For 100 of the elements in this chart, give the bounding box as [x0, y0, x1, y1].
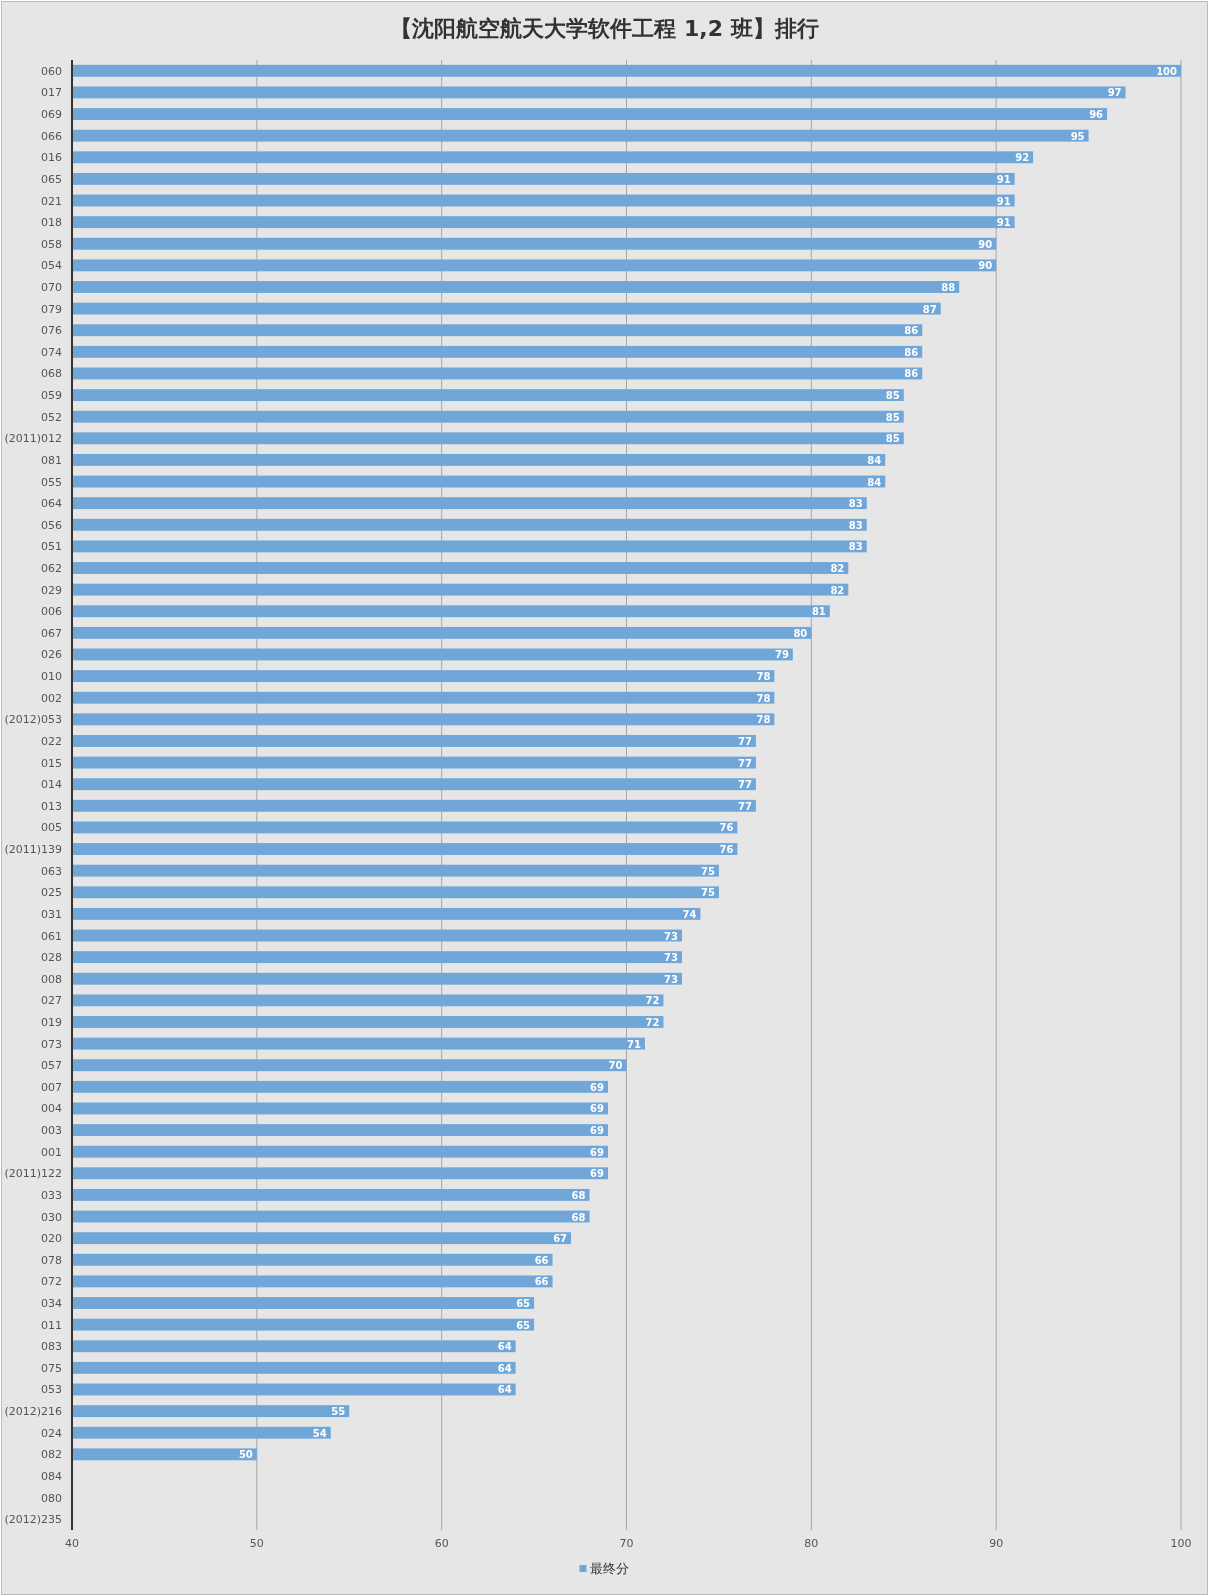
- data-label: 64: [497, 1384, 512, 1396]
- y-tick-label: 028: [41, 951, 62, 965]
- data-label: 78: [756, 714, 771, 726]
- data-label: 92: [1015, 152, 1030, 164]
- y-tick-label: 020: [41, 1232, 62, 1246]
- data-label: 82: [830, 563, 845, 575]
- y-tick-label: 059: [41, 389, 62, 403]
- y-tick-label: 024: [41, 1426, 62, 1440]
- y-tick-label: 081: [41, 453, 62, 467]
- y-tick-label: 060: [41, 64, 62, 78]
- y-tick-label: 010: [41, 670, 62, 684]
- y-tick-label: 026: [41, 648, 62, 662]
- y-tick-label: 074: [41, 345, 62, 359]
- data-label: 79: [774, 649, 789, 661]
- y-tick-label: 068: [41, 367, 62, 381]
- data-label: 54: [312, 1427, 327, 1439]
- data-label: 83: [848, 519, 863, 531]
- data-label: 85: [885, 411, 900, 423]
- data-label: 50: [238, 1449, 253, 1461]
- data-label: 97: [1107, 87, 1122, 99]
- y-tick-label: 076: [41, 324, 62, 338]
- y-tick-label: 006: [41, 605, 62, 619]
- y-tick-label: 021: [41, 194, 62, 208]
- y-tick-label: 079: [41, 302, 62, 316]
- data-label: 77: [737, 735, 752, 747]
- y-tick-label: 034: [41, 1297, 62, 1311]
- y-tick-label: 061: [41, 929, 62, 943]
- y-tick-label: 063: [41, 864, 62, 878]
- data-label: 69: [590, 1168, 605, 1180]
- data-label: 86: [904, 368, 919, 380]
- y-tick-label: 054: [41, 259, 62, 273]
- y-tick-label: 083: [41, 1340, 62, 1354]
- y-tick-label: 033: [41, 1188, 62, 1202]
- y-tick-label: 003: [41, 1124, 62, 1138]
- data-label: 86: [904, 325, 919, 337]
- data-label: 78: [756, 671, 771, 683]
- y-tick-label: 069: [41, 108, 62, 122]
- y-tick-label: 084: [41, 1469, 62, 1483]
- data-label: 77: [737, 757, 752, 769]
- data-label: 72: [645, 995, 660, 1007]
- data-label: 76: [719, 844, 734, 856]
- data-label: 85: [885, 390, 900, 402]
- data-label: 100: [1156, 65, 1178, 77]
- y-tick-label: 018: [41, 216, 62, 230]
- data-label: 91: [996, 173, 1011, 185]
- data-label: 73: [664, 930, 678, 942]
- y-tick-label: 080: [41, 1491, 62, 1505]
- y-tick-label: 004: [41, 1102, 62, 1116]
- y-tick-label: 062: [41, 562, 62, 576]
- data-label: 68: [571, 1211, 586, 1223]
- data-label: 65: [516, 1298, 531, 1310]
- y-tick-label: 082: [41, 1448, 62, 1462]
- data-label: 69: [590, 1125, 605, 1137]
- data-label: 69: [590, 1146, 605, 1158]
- y-tick-label: 008: [41, 972, 62, 986]
- y-tick-label: 017: [41, 86, 62, 100]
- y-tick-label: 066: [41, 129, 62, 143]
- x-tick-label: 100: [1170, 1537, 1192, 1550]
- data-label: 69: [590, 1103, 605, 1115]
- y-tick-label: 064: [41, 497, 62, 511]
- legend-label: 最终分: [589, 1561, 629, 1576]
- data-label: 91: [996, 217, 1011, 229]
- data-label: 65: [516, 1319, 531, 1331]
- data-label: 78: [756, 692, 771, 704]
- y-tick-label: 002: [41, 691, 62, 705]
- y-tick-label: 019: [41, 1015, 62, 1029]
- y-tick-label: 057: [41, 1059, 62, 1073]
- y-tick-label: 072: [41, 1275, 62, 1289]
- y-tick-label: 058: [41, 237, 62, 251]
- data-label: 87: [922, 303, 937, 315]
- y-tick-label: 056: [41, 518, 62, 532]
- data-label: 64: [497, 1341, 512, 1353]
- x-tick-label: 60: [434, 1537, 449, 1550]
- y-tick-label: 011: [41, 1318, 62, 1332]
- y-tick-label: (2011)139: [4, 843, 62, 857]
- data-label: 67: [553, 1233, 568, 1245]
- x-tick-label: 80: [804, 1537, 819, 1550]
- data-label: 70: [608, 1060, 623, 1072]
- y-tick-label: 027: [41, 994, 62, 1008]
- x-tick-label: 40: [65, 1537, 79, 1550]
- y-tick-label: 070: [41, 280, 62, 294]
- data-label: 85: [885, 433, 900, 445]
- x-tick-label: 50: [249, 1537, 264, 1550]
- y-tick-label: 013: [41, 799, 62, 813]
- y-tick-label: 029: [41, 583, 62, 597]
- x-tick-label: 90: [989, 1537, 1004, 1550]
- data-label: 83: [848, 541, 863, 553]
- y-tick-label: 025: [41, 886, 62, 900]
- data-label: 68: [571, 1189, 586, 1201]
- data-label: 77: [737, 779, 752, 791]
- data-label: 66: [534, 1254, 549, 1266]
- y-tick-label: 053: [41, 1383, 62, 1397]
- data-label: 96: [1089, 109, 1104, 121]
- data-label: 76: [719, 822, 734, 834]
- y-tick-label: 052: [41, 410, 62, 424]
- y-tick-label: 073: [41, 1037, 62, 1051]
- data-label: 88: [941, 281, 956, 293]
- y-tick-label: 022: [41, 734, 62, 748]
- data-label: 91: [996, 195, 1011, 207]
- data-label: 90: [978, 260, 993, 272]
